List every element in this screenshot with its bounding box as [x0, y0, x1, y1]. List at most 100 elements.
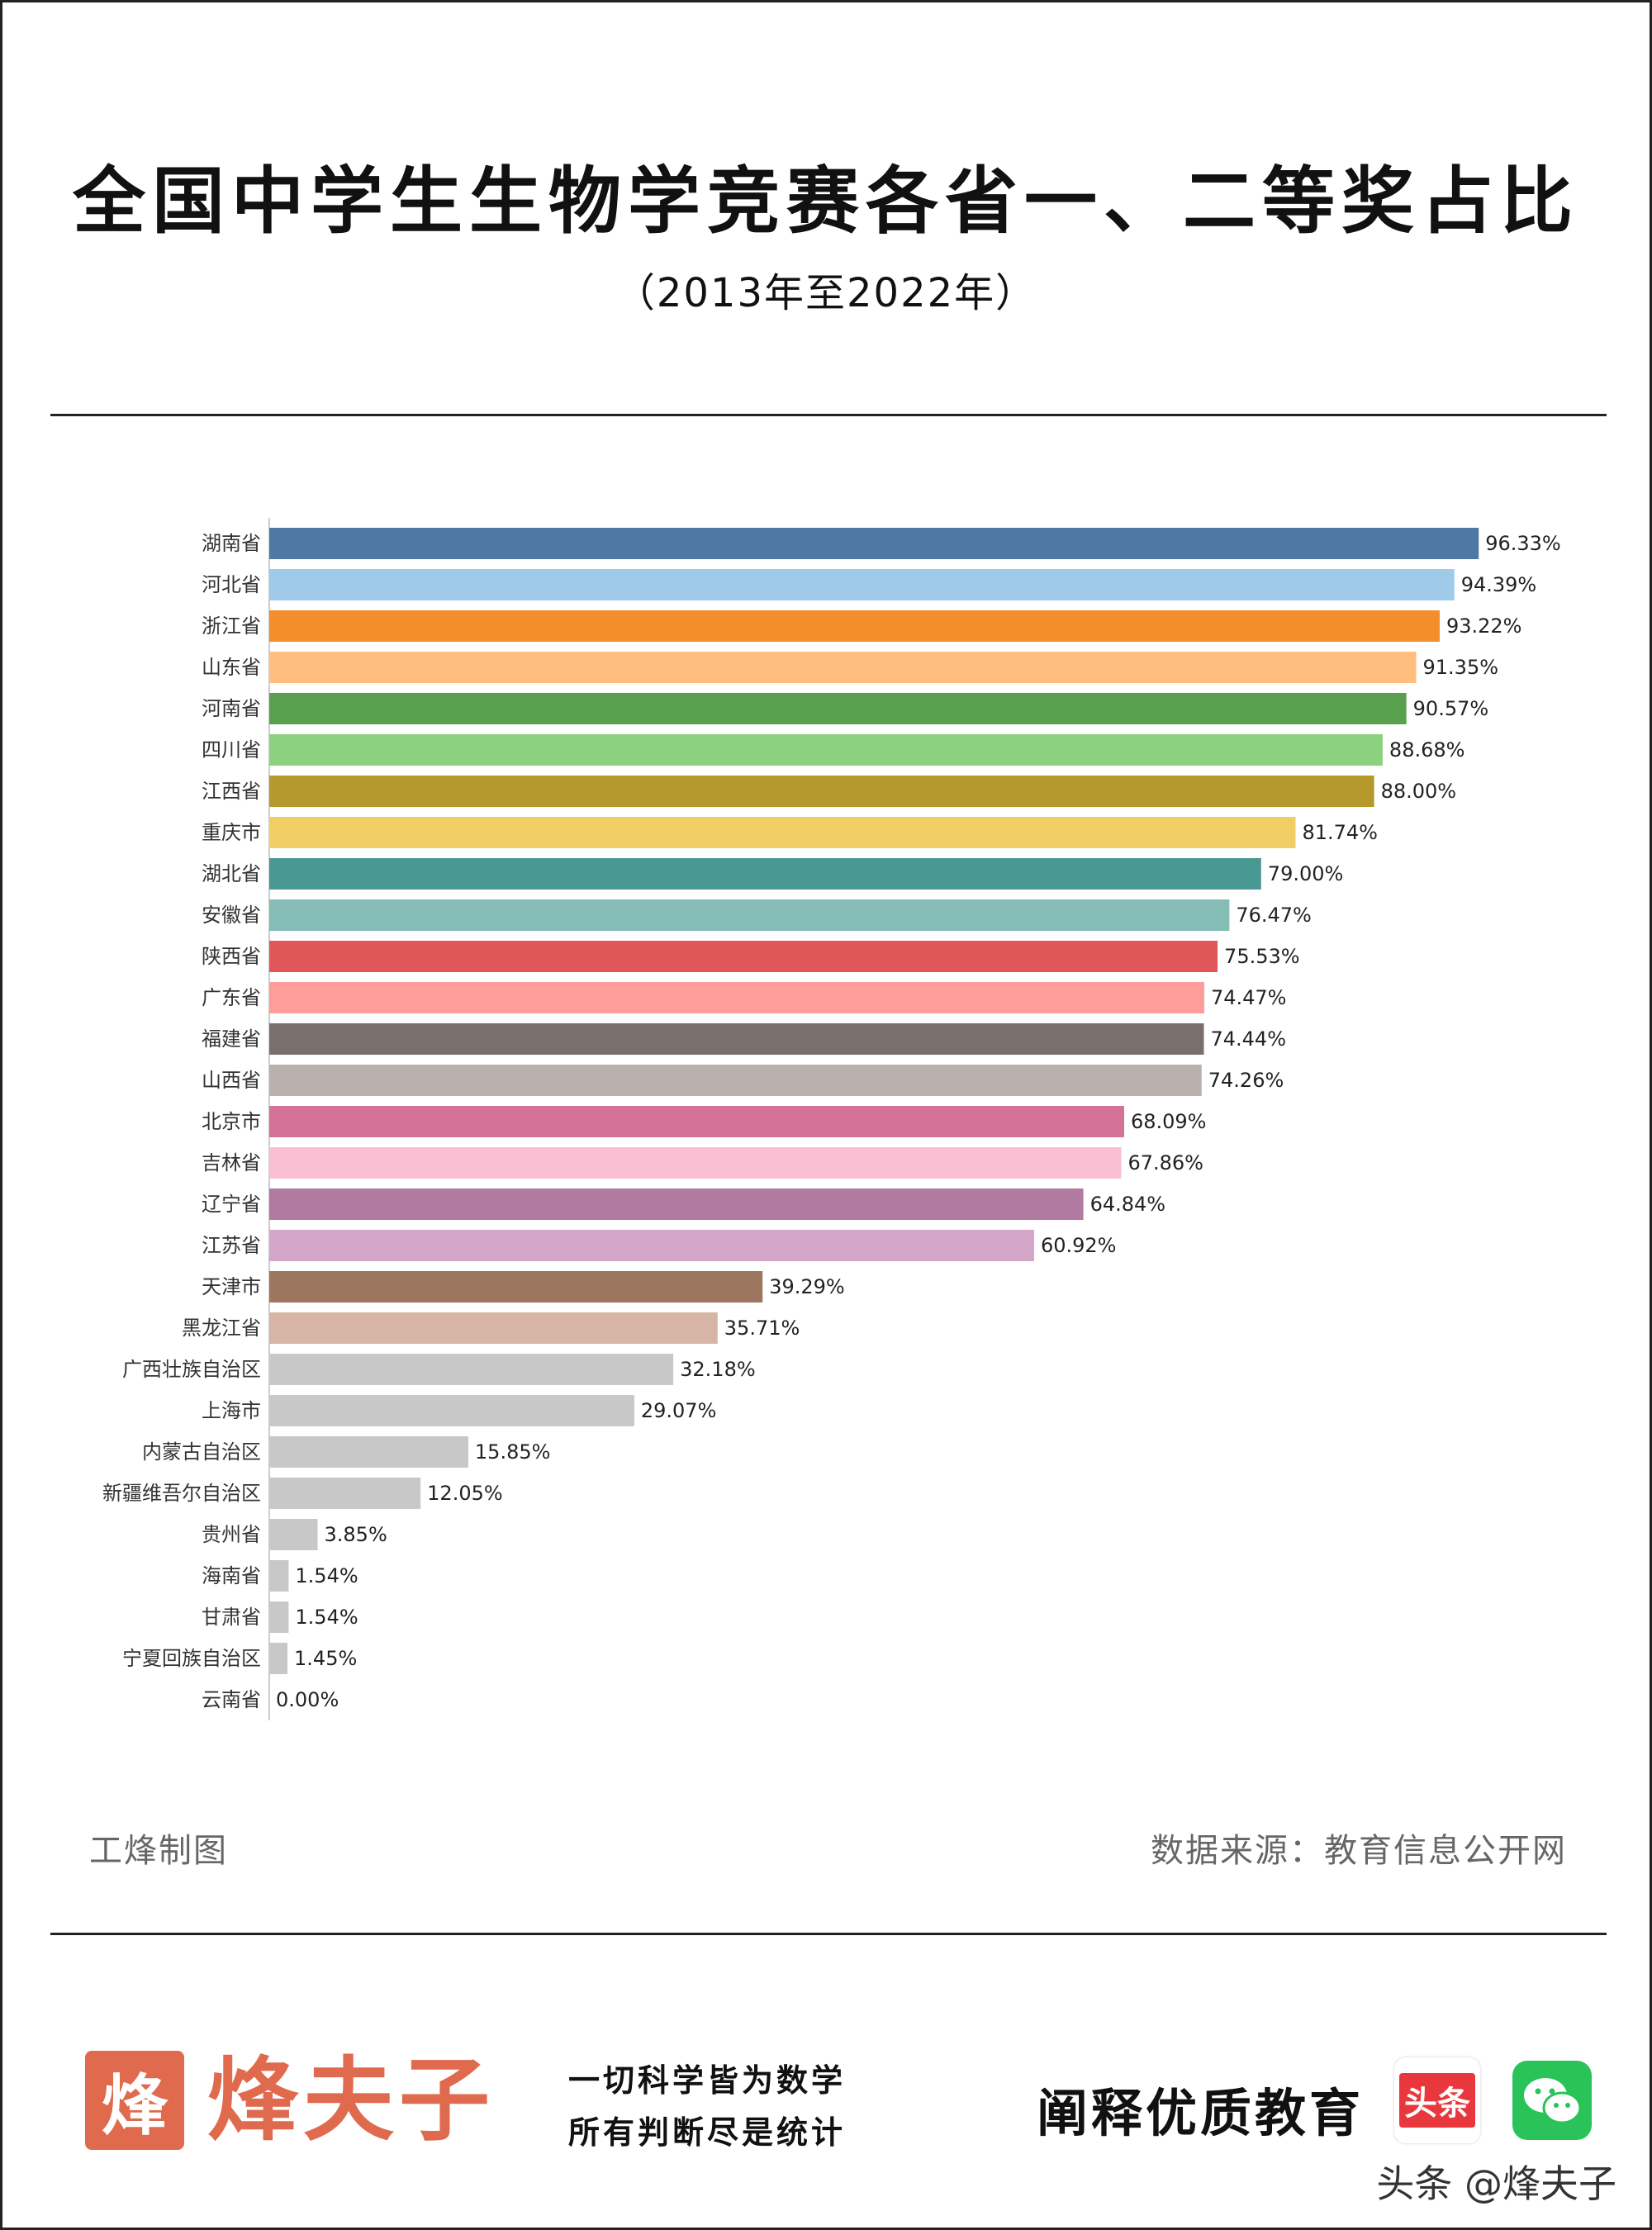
- bar: [269, 1643, 288, 1674]
- source-text: 数据来源：教育信息公开网: [1151, 1832, 1567, 1870]
- category-label: 湖南省: [202, 532, 261, 555]
- category-label: 重庆市: [202, 821, 261, 844]
- category-label: 宁夏回族自治区: [122, 1647, 261, 1670]
- wechat-icon: [1512, 2061, 1592, 2140]
- category-label: 广东省: [202, 986, 261, 1009]
- chart-title: 全国中学生生物学竞赛各省一、二等奖占比: [72, 159, 1579, 244]
- value-label: 88.00%: [1381, 780, 1457, 803]
- bar: [269, 982, 1204, 1013]
- bottom-divider: [50, 1933, 1607, 1935]
- bar: [269, 817, 1296, 848]
- category-label: 内蒙古自治区: [142, 1440, 261, 1464]
- chart-subtitle: （2013年至2022年）: [615, 270, 1037, 316]
- value-label: 76.47%: [1236, 904, 1312, 927]
- toutiao-badge-text: 头条: [1399, 2073, 1475, 2128]
- credit-text: 工烽制图: [89, 1832, 228, 1870]
- bar: [269, 1519, 318, 1550]
- bar: [269, 1147, 1122, 1179]
- bar: [269, 1065, 1202, 1096]
- bar: [269, 776, 1374, 807]
- category-label: 新疆维吾尔自治区: [102, 1482, 261, 1505]
- bar: [269, 652, 1417, 683]
- category-label: 黑龙江省: [182, 1317, 261, 1340]
- category-label: 天津市: [202, 1275, 261, 1298]
- category-label: 上海市: [202, 1399, 261, 1422]
- value-label: 32.18%: [680, 1358, 756, 1381]
- value-label: 74.44%: [1210, 1027, 1286, 1051]
- category-label: 山东省: [202, 656, 261, 679]
- value-label: 88.68%: [1389, 738, 1465, 762]
- bar: [269, 1230, 1034, 1261]
- value-label: 81.74%: [1302, 821, 1378, 844]
- bar: [269, 1478, 421, 1509]
- bar: [269, 899, 1230, 931]
- value-label: 64.84%: [1090, 1193, 1166, 1216]
- value-label: 1.54%: [295, 1606, 358, 1629]
- category-label: 山西省: [202, 1069, 261, 1092]
- value-label: 12.05%: [427, 1482, 503, 1505]
- value-label: 68.09%: [1131, 1110, 1207, 1133]
- category-label: 福建省: [202, 1027, 261, 1051]
- value-label: 75.53%: [1224, 945, 1300, 968]
- bar: [269, 1023, 1204, 1055]
- category-label: 吉林省: [202, 1151, 261, 1174]
- value-label: 35.71%: [724, 1317, 800, 1340]
- category-label: 贵州省: [202, 1523, 261, 1546]
- value-label: 67.86%: [1127, 1151, 1203, 1174]
- bar: [269, 528, 1479, 559]
- toutiao-app-icon: 头条: [1394, 2057, 1480, 2143]
- tagline: 阐释优质教育: [1037, 2083, 1365, 2143]
- value-label: 96.33%: [1485, 532, 1561, 555]
- bar: [269, 1189, 1084, 1220]
- category-label: 江苏省: [202, 1234, 261, 1257]
- bar: [269, 1271, 763, 1302]
- category-label: 北京市: [202, 1110, 261, 1133]
- category-label: 云南省: [202, 1688, 261, 1711]
- category-label: 安徽省: [202, 904, 261, 927]
- bar: [269, 734, 1383, 766]
- value-label: 1.45%: [294, 1647, 357, 1670]
- category-label: 四川省: [202, 738, 261, 762]
- category-label: 河南省: [202, 697, 261, 720]
- value-label: 3.85%: [325, 1523, 387, 1546]
- bar: [269, 1560, 289, 1592]
- category-label: 河北省: [202, 573, 261, 596]
- value-label: 74.47%: [1211, 986, 1287, 1009]
- bar: [269, 1436, 468, 1468]
- category-label: 广西壮族自治区: [122, 1358, 261, 1381]
- category-label: 甘肃省: [202, 1606, 261, 1629]
- value-label: 1.54%: [295, 1564, 358, 1587]
- bar: [269, 693, 1407, 724]
- value-label: 39.29%: [769, 1275, 845, 1298]
- value-label: 0.00%: [276, 1688, 339, 1711]
- bar-chart: 湖南省 96.33% 河北省 94.39% 浙江省 93.22% 山东省 91.35% 河南省 9…: [102, 518, 1561, 1720]
- bar: [269, 610, 1440, 642]
- slogan-line-2: 所有判断尽是统计: [568, 2114, 847, 2151]
- value-label: 94.39%: [1461, 573, 1537, 596]
- handle-watermark: 头条 @烽夫子: [1376, 2161, 1616, 2206]
- bar: [269, 569, 1455, 600]
- bar: [269, 1354, 674, 1385]
- bar: [269, 1395, 634, 1426]
- brand-logo: 烽: [85, 2051, 184, 2150]
- bar: [269, 1312, 718, 1344]
- bar: [269, 1106, 1124, 1137]
- category-label: 陕西省: [202, 945, 261, 968]
- top-divider: [50, 414, 1607, 416]
- category-label: 浙江省: [202, 614, 261, 638]
- value-label: 91.35%: [1423, 656, 1499, 679]
- value-label: 74.26%: [1208, 1069, 1284, 1092]
- value-label: 15.85%: [475, 1440, 551, 1464]
- category-label: 辽宁省: [202, 1193, 261, 1216]
- category-label: 江西省: [202, 780, 261, 803]
- category-label: 海南省: [202, 1564, 261, 1587]
- value-label: 79.00%: [1268, 862, 1344, 885]
- value-label: 93.22%: [1446, 614, 1522, 638]
- bar: [269, 1601, 289, 1633]
- brand-name: 烽夫子: [207, 2047, 495, 2153]
- value-label: 90.57%: [1413, 697, 1489, 720]
- slogan-line-1: 一切科学皆为数学: [568, 2062, 847, 2099]
- category-label: 湖北省: [202, 862, 261, 885]
- value-label: 60.92%: [1041, 1234, 1117, 1257]
